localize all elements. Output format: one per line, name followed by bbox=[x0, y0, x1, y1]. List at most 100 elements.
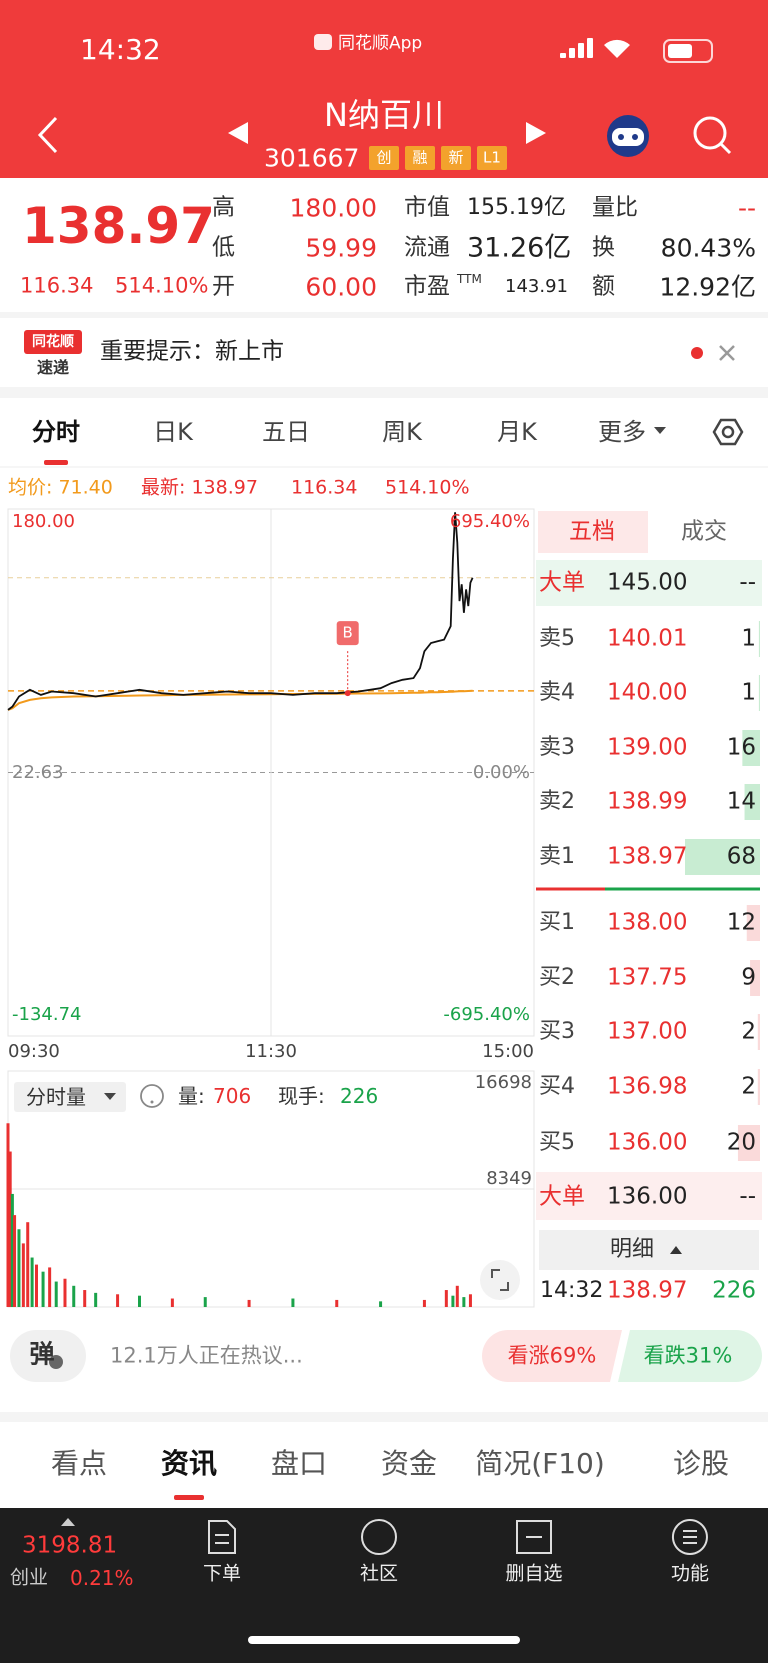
book-label: 卖1 bbox=[539, 844, 575, 869]
detail-time: 14:32 bbox=[540, 1278, 604, 1303]
nav-label[interactable]: 功能 bbox=[670, 1562, 710, 1585]
book-price: 140.00 bbox=[607, 679, 688, 706]
volume-bar bbox=[444, 1290, 448, 1307]
nav-icon[interactable] bbox=[671, 1519, 708, 1555]
quote-value: 180.00 bbox=[289, 193, 377, 223]
book-label: 买3 bbox=[539, 1019, 575, 1044]
depth-bar bbox=[758, 621, 760, 657]
volume-bar bbox=[291, 1298, 295, 1307]
nav-label[interactable]: 删自选 bbox=[505, 1562, 563, 1585]
depth-bar bbox=[757, 1014, 760, 1050]
volume-bar bbox=[41, 1271, 45, 1307]
volume-bar bbox=[72, 1285, 76, 1307]
info-tab[interactable]: 简况(F10) bbox=[475, 1447, 605, 1480]
danmu-button[interactable] bbox=[10, 1330, 86, 1382]
book-volume: 2 bbox=[741, 1073, 756, 1100]
book-tab[interactable]: 成交 bbox=[681, 518, 727, 545]
depth-bar bbox=[757, 1069, 760, 1105]
bull-pill[interactable] bbox=[482, 1330, 622, 1382]
info-tab[interactable]: 资金 bbox=[380, 1447, 438, 1480]
volume-value: 706 bbox=[213, 1084, 252, 1108]
book-tab-active[interactable] bbox=[538, 511, 648, 553]
y-tick-label: -134.74 bbox=[12, 1004, 82, 1025]
detail-bg[interactable] bbox=[539, 1230, 759, 1270]
divider bbox=[0, 387, 768, 398]
book-label: 买4 bbox=[539, 1074, 575, 1099]
chart-tab[interactable]: 五日 bbox=[262, 418, 310, 446]
book-volume: 9 bbox=[741, 964, 756, 991]
quote-label: 高 bbox=[212, 194, 235, 221]
book-volume: 20 bbox=[726, 1129, 756, 1156]
detail-volume: 226 bbox=[712, 1277, 756, 1304]
stock-tag: L1 bbox=[483, 148, 501, 167]
big-order-label: 大单 bbox=[539, 569, 585, 596]
sort-arrow bbox=[670, 1246, 682, 1254]
quote-value: 80.43% bbox=[660, 233, 756, 263]
volume-bar bbox=[203, 1297, 207, 1307]
index-arrow bbox=[61, 1518, 75, 1526]
nav-label[interactable]: 社区 bbox=[359, 1562, 399, 1585]
y-tick-label: 180.00 bbox=[12, 511, 75, 532]
quote-label: 市盈 bbox=[404, 273, 450, 300]
volume-bar bbox=[116, 1294, 120, 1307]
chart-tab[interactable]: 更多 bbox=[598, 418, 646, 446]
depth-bar bbox=[744, 784, 760, 820]
info-tab[interactable]: 诊股 bbox=[672, 1447, 730, 1480]
depth-bar bbox=[758, 675, 760, 711]
tag-box bbox=[477, 146, 507, 170]
chart-tab[interactable]: 周K bbox=[382, 418, 422, 446]
volume-selector[interactable] bbox=[14, 1082, 126, 1112]
chart-tab[interactable]: 日K bbox=[153, 418, 193, 446]
y2-tick-label: 0.00% bbox=[472, 761, 530, 783]
hot-discussion[interactable]: 12.1万人正在热议... bbox=[110, 1343, 303, 1368]
volume-bar bbox=[8, 1151, 12, 1307]
nav-icon[interactable] bbox=[516, 1520, 552, 1554]
info-tab[interactable]: 盘口 bbox=[270, 1447, 328, 1480]
volume-bar bbox=[462, 1297, 466, 1307]
danmu-label: 弹 bbox=[29, 1339, 55, 1369]
expand-button[interactable] bbox=[480, 1260, 520, 1300]
robot-face bbox=[612, 128, 644, 146]
marker-box bbox=[336, 621, 359, 646]
prev-stock[interactable] bbox=[228, 122, 248, 144]
chart-tab[interactable]: 分时 bbox=[32, 418, 80, 446]
notice-dot bbox=[691, 347, 703, 359]
volume-bar bbox=[335, 1299, 339, 1307]
search-icon[interactable] bbox=[693, 116, 727, 150]
bear-pill[interactable] bbox=[618, 1330, 762, 1382]
volume-bar bbox=[63, 1278, 67, 1307]
last-price: 138.97 bbox=[22, 197, 215, 255]
info-tab[interactable]: 看点 bbox=[50, 1447, 108, 1480]
back-button[interactable] bbox=[37, 116, 58, 154]
book-label: 买2 bbox=[539, 965, 575, 990]
book-volume: 1 bbox=[741, 679, 756, 706]
dropdown-arrow bbox=[104, 1093, 116, 1100]
badge-top bbox=[24, 330, 82, 354]
depth-bar bbox=[742, 730, 760, 766]
signal-bar bbox=[578, 43, 584, 58]
notice-text[interactable]: 重要提示：新上市 bbox=[100, 338, 284, 365]
big-order-price: 136.00 bbox=[607, 1183, 688, 1210]
settings-dot bbox=[721, 425, 735, 439]
book-price: 137.00 bbox=[607, 1018, 688, 1045]
price-change: 116.34 bbox=[20, 273, 94, 298]
next-stock[interactable] bbox=[526, 122, 546, 144]
bull-label: 看涨69% bbox=[507, 1343, 597, 1368]
nav-icon[interactable] bbox=[361, 1519, 397, 1555]
info-tab[interactable]: 资讯 bbox=[160, 1447, 218, 1480]
tab-underline bbox=[44, 460, 68, 465]
detail-price: 138.97 bbox=[607, 1277, 688, 1304]
settings-icon[interactable] bbox=[712, 418, 744, 446]
book-tab[interactable]: 五档 bbox=[569, 518, 615, 545]
nav-label[interactable]: 下单 bbox=[202, 1562, 242, 1585]
index-name: 创业 bbox=[10, 1566, 49, 1589]
close-icon[interactable] bbox=[719, 345, 735, 361]
volume-bar bbox=[138, 1295, 141, 1307]
tag-box bbox=[369, 146, 399, 170]
help-icon[interactable] bbox=[140, 1084, 164, 1108]
quote-label: 开 bbox=[212, 273, 235, 300]
chart-tab[interactable]: 月K bbox=[497, 418, 537, 446]
nav-icon[interactable] bbox=[208, 1520, 236, 1554]
